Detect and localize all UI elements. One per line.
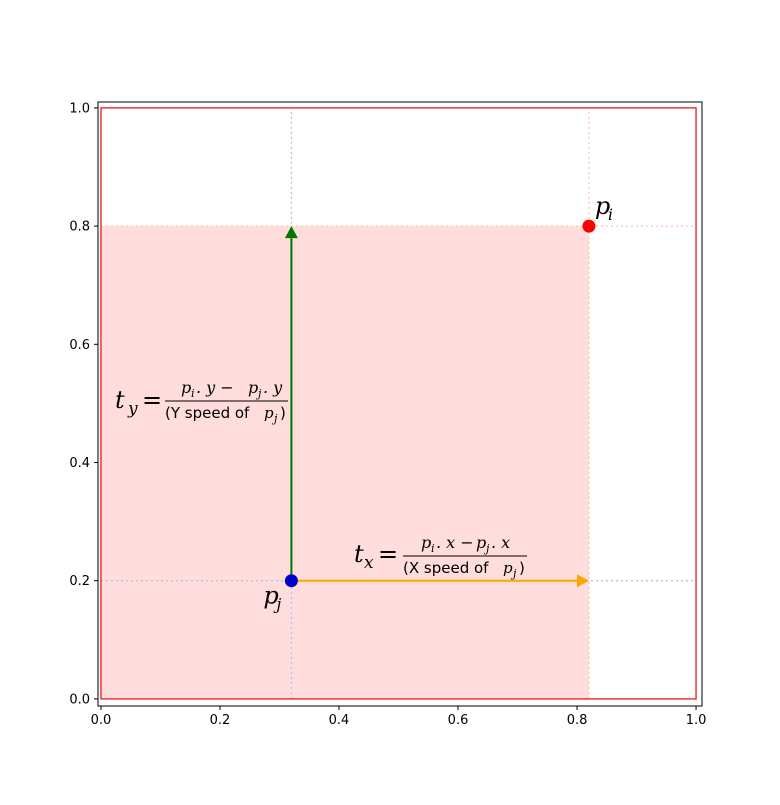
tx-equals: = xyxy=(378,540,398,568)
y-tick-label: 0.0 xyxy=(69,692,90,707)
axes-frame xyxy=(97,101,703,707)
ty-num-p2: p xyxy=(248,378,258,397)
tx-num-i: i xyxy=(431,542,435,555)
axes: 0.0 0.2 0.4 0.6 0.8 1.0 0.0 0.2 0.4 0.6 0.8 1.0 xyxy=(69,101,706,728)
shaded-region xyxy=(100,226,589,699)
tx-num-p2: p xyxy=(476,533,486,552)
tx-arrow-head xyxy=(576,574,589,588)
point-p-i xyxy=(582,219,596,233)
ty-num-i: i xyxy=(191,387,195,400)
tx-annotation: t x = p i . x − p j . x (X speed of p j … xyxy=(354,533,527,580)
point-label-p-j: p xyxy=(263,582,278,610)
tx-den-j: j xyxy=(510,567,517,580)
y-tick-label: 1.0 xyxy=(69,101,90,116)
y-tick-label: 0.2 xyxy=(69,574,90,589)
tx-num-j: j xyxy=(483,542,490,555)
tx-lhs-sub: x xyxy=(364,553,374,573)
x-tick-label: 0.2 xyxy=(210,713,231,728)
ty-num-mid: . y − xyxy=(196,378,234,397)
point-label-p-i: p xyxy=(595,192,610,220)
ty-arrow-head xyxy=(284,226,298,239)
x-tick-label: 0.6 xyxy=(448,713,469,728)
tx-num-p1: p xyxy=(421,533,431,552)
ty-num-end: . y xyxy=(263,378,283,397)
tx-den-text: (X speed of xyxy=(403,559,489,577)
point-p-j xyxy=(284,574,298,588)
ty-den-j: j xyxy=(271,412,278,425)
x-tick-label: 0.0 xyxy=(91,713,112,728)
boundary-box xyxy=(100,107,697,700)
ty-den-text: (Y speed of xyxy=(165,404,250,422)
y-tick-label: 0.4 xyxy=(69,456,90,471)
ty-num-j: j xyxy=(255,387,262,400)
x-tick-label: 0.8 xyxy=(567,713,588,728)
ty-lhs-var: t xyxy=(115,386,125,414)
ty-annotation: t y = p i . y − p j . y (Y speed of p j … xyxy=(115,378,288,425)
tx-num-end: . x xyxy=(491,533,510,552)
point-label-sub-p-j: j xyxy=(273,595,281,614)
point-label-sub-p-i: i xyxy=(608,205,613,224)
ty-den-p: p xyxy=(264,404,274,422)
ty-num-p1: p xyxy=(181,378,191,397)
y-tick-label: 0.6 xyxy=(69,338,90,353)
tx-den-close: ) xyxy=(519,559,525,577)
x-tick-label: 1.0 xyxy=(686,713,707,728)
tx-lhs-var: t xyxy=(354,540,364,568)
ty-den-close: ) xyxy=(280,404,286,422)
y-tick-label: 0.8 xyxy=(69,220,90,235)
tx-num-mid: . x − xyxy=(436,533,474,552)
x-tick-label: 0.4 xyxy=(329,713,350,728)
ty-equals: = xyxy=(142,386,162,414)
ty-lhs-sub: y xyxy=(127,399,138,419)
tx-den-p: p xyxy=(503,559,513,577)
